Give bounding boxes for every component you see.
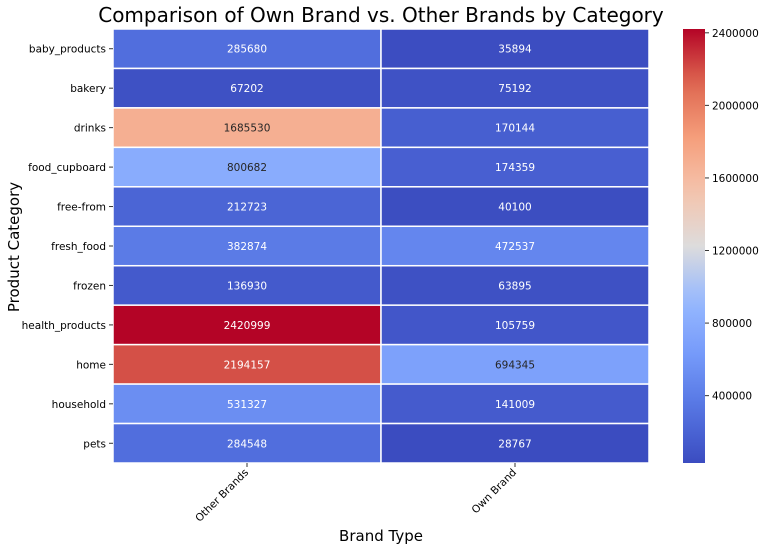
row-tick-label: household [52, 399, 106, 411]
heatmap-cell [112, 28, 382, 70]
cell-value-label: 35894 [498, 44, 532, 56]
cell-value-label: 694345 [495, 359, 535, 371]
heatmap-cell [380, 107, 650, 149]
row-tick-label: baby_products [29, 44, 106, 56]
heatmap-cell [380, 264, 650, 306]
chart-title: Comparison of Own Brand vs. Other Brands… [98, 3, 664, 27]
heatmap-cell [112, 383, 382, 425]
cell-value-label: 75192 [498, 83, 531, 95]
heatmap-cell [380, 383, 650, 425]
cell-value-label: 285680 [227, 44, 267, 56]
row-tick-label: fresh_food [51, 241, 106, 253]
cell-value-label: 1685530 [224, 123, 271, 135]
cell-value-label: 40100 [498, 202, 531, 214]
column-tick-label: Own Brand [470, 467, 520, 517]
cell-value-label: 141009 [495, 399, 535, 411]
cell-value-label: 212723 [227, 202, 267, 214]
cell-value-label: 170144 [495, 123, 535, 135]
colorbar [683, 29, 705, 463]
heatmap-cell [380, 186, 650, 228]
row-tick-label: frozen [73, 280, 106, 292]
column-tick-labels: Other Brands Own Brand [193, 463, 519, 525]
cell-value-label: 105759 [495, 320, 535, 332]
cell-value-label: 63895 [498, 280, 531, 292]
row-tick-label: food_cupboard [28, 162, 106, 174]
x-axis-label: Brand Type [339, 527, 423, 545]
heatmap-cell [380, 343, 650, 385]
heatmap-cell [380, 422, 650, 464]
row-tick-label: free-from [57, 202, 106, 214]
cell-value-label: 472537 [495, 241, 535, 253]
heatmap-cell [380, 28, 650, 70]
colorbar-tick-label: 1600000 [712, 173, 759, 185]
colorbar-tick-label: 1200000 [712, 246, 759, 258]
colorbar-tick-label: 400000 [712, 391, 752, 403]
column-tick-label: Other Brands [193, 467, 251, 525]
colorbar-ticks: 400000 800000 1200000 1600000 2000000 2400000 [705, 28, 759, 403]
colorbar-tick-label: 2000000 [712, 100, 759, 112]
cell-value-label: 800682 [227, 162, 267, 174]
cell-value-label: 382874 [227, 241, 267, 253]
heatmap-cell [380, 225, 650, 267]
colorbar-tick-label: 2400000 [712, 28, 759, 40]
row-tick-label: home [76, 359, 106, 371]
row-tick-label: bakery [70, 83, 106, 95]
row-tick-label: pets [83, 438, 106, 450]
cell-value-label: 2420999 [224, 320, 271, 332]
cell-value-label: 531327 [227, 399, 267, 411]
row-tick-label: drinks [74, 123, 106, 135]
row-tick-label: health_products [22, 320, 106, 332]
colorbar-tick-label: 800000 [712, 318, 752, 330]
heatmap-cell [112, 422, 382, 464]
heatmap-cell [380, 304, 650, 346]
cell-value-label: 284548 [227, 438, 267, 450]
cell-value-label: 28767 [498, 438, 531, 450]
y-axis-label: Product Category [5, 182, 23, 312]
cell-value-label: 174359 [495, 162, 535, 174]
cell-value-label: 136930 [227, 280, 267, 292]
heatmap-cell [112, 67, 382, 109]
heatmap-cell [380, 67, 650, 109]
cell-value-label: 67202 [230, 83, 263, 95]
heatmap-cells: 285680 35894 67202 75192 1685530 170144 800682… [112, 28, 650, 464]
heatmap-cell [380, 146, 650, 188]
cell-value-label: 2194157 [224, 359, 271, 371]
